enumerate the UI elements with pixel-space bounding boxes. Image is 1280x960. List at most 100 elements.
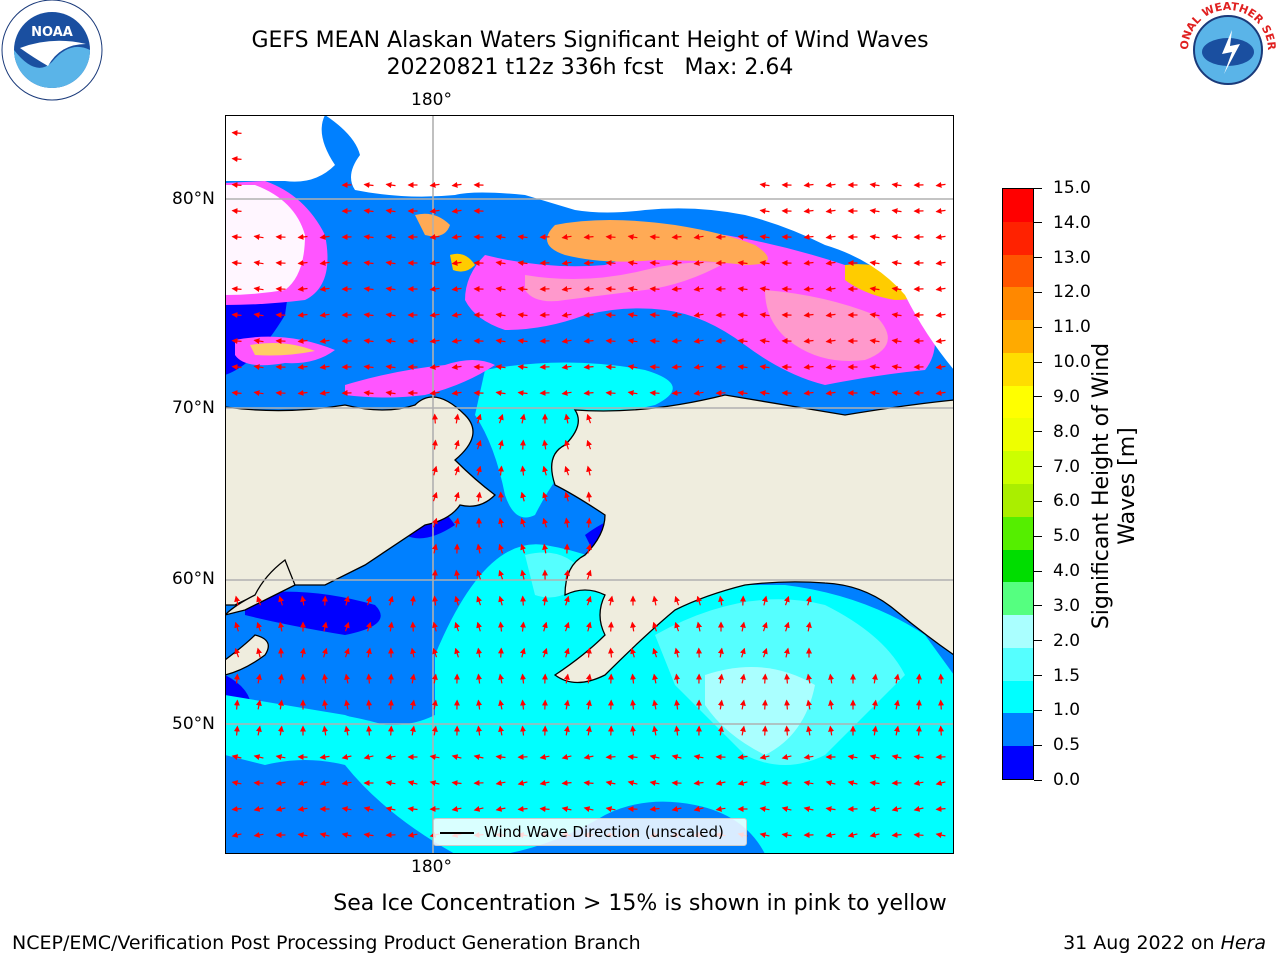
- wave-direction-arrow: [495, 754, 506, 761]
- wave-direction-arrow: [231, 130, 242, 137]
- wave-direction-arrow: [407, 780, 418, 787]
- wave-direction-arrow: [781, 806, 792, 813]
- wave-direction-arrow: [652, 673, 659, 684]
- wave-direction-arrow: [234, 647, 241, 658]
- wave-direction-arrow: [561, 753, 572, 760]
- wave-direction-arrow: [297, 233, 308, 240]
- wave-direction-arrow: [891, 312, 902, 319]
- wave-direction-arrow: [828, 699, 835, 710]
- colorbar-segment: [1003, 746, 1033, 779]
- wave-direction-arrow: [674, 595, 681, 606]
- colorbar-segment: [1003, 582, 1033, 616]
- wave-direction-arrow: [759, 312, 770, 319]
- wave-direction-arrow: [542, 517, 549, 528]
- wave-direction-arrow: [935, 337, 946, 344]
- colorbar-tick-label: 4.0: [1053, 561, 1081, 582]
- wave-direction-arrow: [520, 725, 527, 736]
- colorbar-segment: [1003, 516, 1033, 550]
- wave-direction-arrow: [517, 286, 528, 293]
- colorbar-segment: [1003, 615, 1033, 648]
- wave-direction-arrow: [300, 595, 307, 606]
- wave-direction-arrow: [893, 725, 900, 736]
- colorbar-segment: [1003, 483, 1033, 517]
- wave-direction-arrow: [737, 260, 748, 267]
- wave-direction-arrow: [935, 233, 946, 240]
- wave-direction-arrow: [341, 806, 352, 813]
- wave-direction-arrow: [607, 595, 614, 606]
- wave-direction-arrow: [869, 754, 880, 761]
- wave-direction-arrow: [297, 285, 308, 292]
- wave-direction-arrow: [498, 595, 505, 606]
- wave-direction-arrow: [739, 621, 746, 632]
- wave-direction-arrow: [498, 491, 505, 502]
- wave-direction-arrow: [231, 156, 242, 163]
- wave-direction-arrow: [564, 465, 571, 476]
- wave-direction-arrow: [385, 364, 396, 371]
- wave-direction-arrow: [319, 832, 330, 839]
- colorbar-tick-label: 10.0: [1053, 352, 1091, 373]
- wave-direction-arrow: [869, 286, 880, 293]
- wave-direction-arrow: [432, 517, 438, 528]
- wave-direction-arrow: [297, 832, 308, 839]
- wave-direction-arrow: [649, 312, 660, 319]
- wave-direction-arrow: [783, 595, 790, 606]
- wave-direction-arrow: [759, 753, 770, 760]
- wave-direction-arrow: [869, 805, 880, 812]
- wave-direction-arrow: [231, 208, 242, 215]
- footer-branch: NCEP/EMC/Verification Post Processing Pr…: [12, 932, 641, 954]
- wave-direction-arrow: [605, 780, 616, 787]
- wave-direction-arrow: [825, 207, 836, 214]
- colorbar-tick-mark: [1034, 570, 1042, 572]
- chart-title: GEFS MEAN Alaskan Waters Significant Hei…: [251, 28, 929, 53]
- footer-date: 31 Aug 2022 on Hera: [1063, 932, 1266, 954]
- wave-direction-arrow: [431, 569, 438, 580]
- wave-direction-arrow: [737, 286, 748, 293]
- wave-direction-arrow: [541, 595, 548, 606]
- wave-direction-arrow: [231, 260, 242, 267]
- wave-direction-arrow: [253, 805, 264, 812]
- wave-direction-arrow: [476, 647, 483, 658]
- wave-direction-arrow: [605, 234, 616, 241]
- wave-direction-arrow: [366, 699, 373, 710]
- wave-direction-arrow: [231, 780, 242, 787]
- wave-direction-arrow: [517, 390, 528, 397]
- wave-direction-arrow: [366, 725, 373, 736]
- wave-direction-arrow: [542, 465, 549, 476]
- wave-direction-arrow: [605, 806, 616, 813]
- wave-direction-arrow: [693, 233, 704, 240]
- wave-direction-arrow: [761, 673, 768, 684]
- colorbar-segment: [1003, 549, 1033, 583]
- colorbar-tick-label: 3.0: [1053, 595, 1081, 616]
- wave-direction-arrow: [233, 673, 240, 684]
- wave-direction-arrow: [321, 647, 328, 658]
- wave-direction-arrow: [608, 647, 615, 658]
- wave-direction-arrow: [542, 543, 549, 554]
- wave-direction-arrow: [253, 364, 264, 371]
- wave-direction-arrow: [498, 543, 504, 554]
- wave-direction-arrow: [564, 491, 571, 502]
- wave-direction-arrow: [541, 647, 548, 658]
- wave-direction-arrow: [585, 699, 592, 710]
- wave-direction-arrow: [517, 805, 528, 812]
- wave-direction-arrow: [652, 595, 659, 606]
- wave-direction-arrow: [652, 725, 659, 736]
- wave-direction-arrow: [476, 543, 483, 554]
- wave-direction-arrow: [341, 779, 352, 786]
- wave-direction-arrow: [915, 699, 922, 710]
- colorbar-tick-label: 11.0: [1053, 317, 1091, 338]
- wave-direction-arrow: [739, 673, 746, 684]
- wave-direction-arrow: [739, 647, 746, 658]
- wave-direction-arrow: [366, 673, 373, 684]
- colorbar-tick-mark: [1034, 779, 1042, 781]
- colorbar-tick-mark: [1034, 361, 1042, 363]
- wave-direction-arrow: [277, 725, 284, 736]
- wave-direction-arrow: [231, 390, 242, 397]
- wave-direction-arrow: [891, 831, 902, 838]
- wave-direction-arrow: [451, 363, 462, 370]
- wave-direction-arrow: [585, 621, 592, 632]
- nws-logo: NATIONAL WEATHER SERVICE: [1171, 0, 1280, 104]
- wave-direction-arrow: [473, 805, 484, 812]
- wave-direction-arrow: [825, 831, 836, 838]
- wave-direction-arrow: [319, 389, 330, 396]
- wave-direction-arrow: [761, 621, 768, 632]
